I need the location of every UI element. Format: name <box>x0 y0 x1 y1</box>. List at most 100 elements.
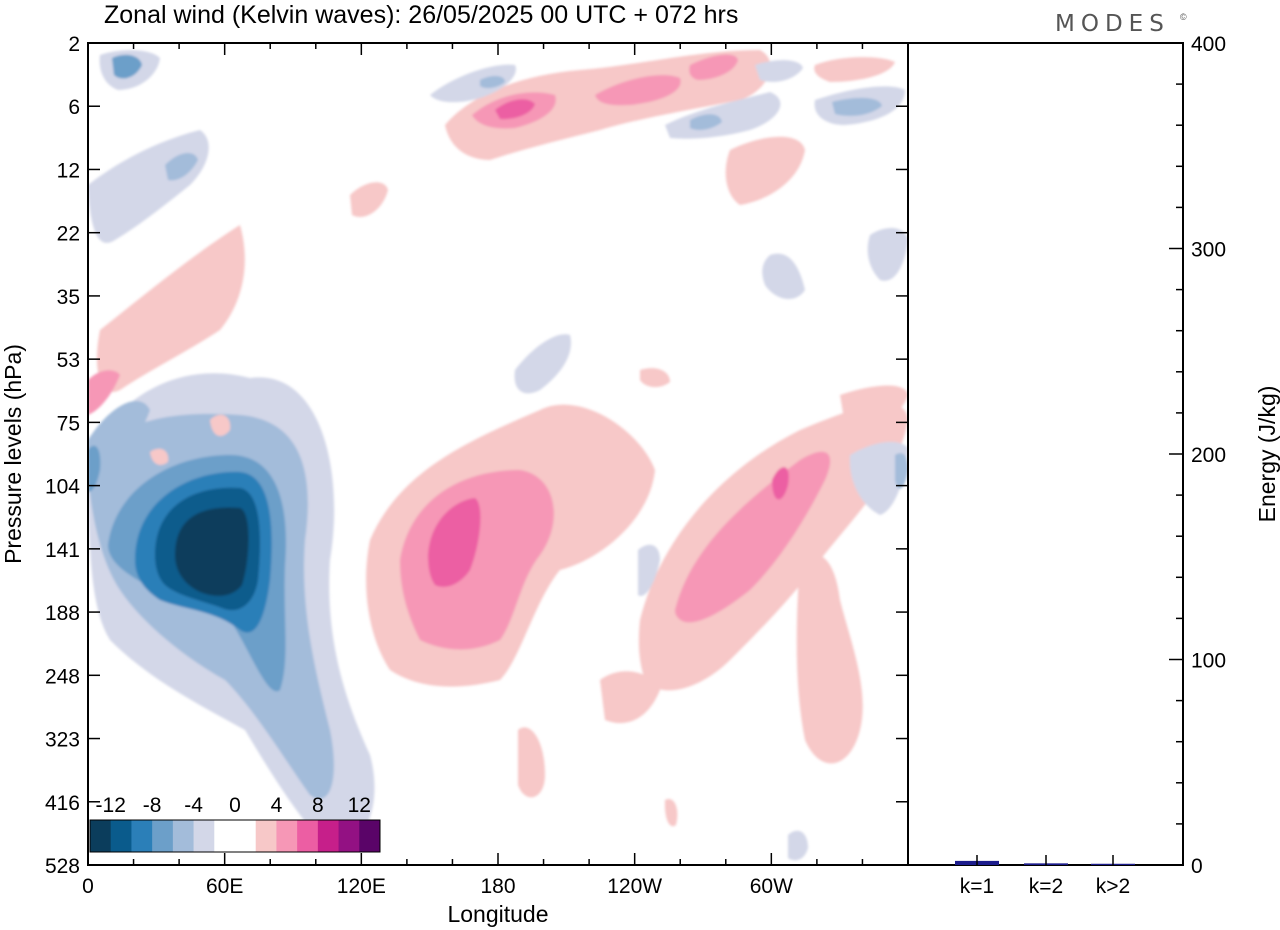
x-tick-label: 180 <box>480 875 515 898</box>
contour-neg-low-2 <box>788 830 808 861</box>
contour-pos-upper-3 <box>495 99 535 120</box>
colorbar-swatch <box>193 820 215 852</box>
colorbar-legend: -12 -8 -4 0 4 8 12 <box>89 794 381 853</box>
colorbar-swatch <box>110 820 132 852</box>
colorbar-swatch <box>338 820 360 852</box>
colorbar-frame <box>89 819 381 853</box>
contour-neg-upper-11 <box>755 60 803 82</box>
colorbar-label: -8 <box>143 794 162 817</box>
contour-neg-mid-2 <box>867 228 908 281</box>
colorbar-label: -12 <box>96 794 126 817</box>
contour-pos-mid-2 <box>640 368 670 388</box>
energy-axis: 0 100 200 300 400 <box>1169 33 1226 878</box>
contour-pos-low-1 <box>664 799 678 827</box>
colorbar-swatch <box>172 820 195 852</box>
logo-mark: © <box>1180 12 1187 22</box>
energy-tick-label: 100 <box>1191 650 1226 673</box>
y-tick-label: 248 <box>45 665 80 688</box>
contour-pos-core <box>428 498 481 587</box>
contour-neg-upper-8 <box>690 114 722 130</box>
y-tick-label: 6 <box>68 96 80 119</box>
y-tick-label: 35 <box>57 286 80 309</box>
contour-pos-8 <box>600 671 660 724</box>
contour-neg-mid-1 <box>762 253 805 300</box>
y-tick-label: 53 <box>57 349 80 372</box>
contour-neg-right-1 <box>849 441 908 515</box>
y-tick-label: 323 <box>45 729 80 752</box>
contour-pos-mid-3 <box>210 414 231 436</box>
chart-title: Zonal wind (Kelvin waves): 26/05/2025 00… <box>104 1 738 29</box>
y-tick-label: 2 <box>68 33 80 56</box>
y-tick-label: 141 <box>45 539 80 562</box>
contour-pos-mid-1 <box>350 182 388 218</box>
contour-pos-4 <box>675 451 831 623</box>
y-tick-label: 75 <box>57 412 80 435</box>
contour-pos-2 <box>400 470 554 650</box>
colorbar-swatch <box>297 820 319 852</box>
energy-panel: 0 100 200 300 400 k=1 k=2 k>2 <box>907 33 1226 898</box>
contour-neg-right-2 <box>895 453 908 489</box>
colorbar-swatch <box>235 820 257 852</box>
colorbar-label: 12 <box>348 794 371 817</box>
energy-tick-label: 200 <box>1191 444 1226 467</box>
contour-neg-edge <box>88 401 150 490</box>
contour-neg-upper-6 <box>480 76 505 89</box>
contour-neg-edge-2 <box>88 445 101 492</box>
contour-pos-left-2 <box>88 370 120 415</box>
contour-pos-6 <box>796 554 863 764</box>
contour-neg-mid-3 <box>514 334 571 394</box>
contour-pos-upper-4 <box>595 75 681 106</box>
colorbar-swatch <box>131 820 153 852</box>
contour-pos-5 <box>772 467 789 500</box>
contour-neg-upper-5 <box>430 64 516 103</box>
contour-pos-upper-7 <box>814 57 895 82</box>
energy-category-label: k=1 <box>960 875 994 898</box>
energy-tick-label: 300 <box>1191 239 1226 262</box>
x-tick-label: 120E <box>337 875 386 898</box>
y-tick-label: 104 <box>45 476 80 499</box>
contour-neg-core <box>175 507 249 596</box>
logo-text: MODES <box>1055 11 1170 37</box>
colorbar-swatch <box>359 820 381 852</box>
contour-pos-upper-6 <box>725 136 805 205</box>
contour-pos-upper-1 <box>445 50 771 160</box>
energy-tick-label: 400 <box>1191 33 1226 56</box>
contour-neg-upper-2 <box>165 153 198 181</box>
contour-pos-upper-5 <box>689 54 738 80</box>
colorbar-swatch <box>317 820 340 852</box>
y-axis: 2 6 12 22 35 53 75 104 141 188 248 323 416 528 <box>45 33 908 878</box>
x-axis-label: Longitude <box>447 901 548 927</box>
x-tick-label: 60W <box>750 875 793 898</box>
energy-tick-label: 0 <box>1191 855 1203 878</box>
y-tick-label: 416 <box>45 792 80 815</box>
x-tick-label: 0 <box>82 875 94 898</box>
colorbar-swatch <box>255 820 277 852</box>
contour-pos-left-1 <box>96 225 245 392</box>
y-tick-label: 22 <box>57 223 80 246</box>
contour-neg-upper-4 <box>112 54 142 79</box>
energy-category-label: k=2 <box>1029 875 1063 898</box>
modes-logo: MODES © <box>1055 11 1187 37</box>
colorbar-swatch <box>90 820 112 852</box>
x-tick-label: 120W <box>607 875 662 898</box>
colorbar-swatch <box>214 820 236 852</box>
colorbar-label: 0 <box>229 794 241 817</box>
y-tick-label: 188 <box>45 602 80 625</box>
contour-neg-upper-10 <box>832 97 882 116</box>
x-tick-label: 60E <box>206 875 243 898</box>
contour-pos-right-1 <box>840 385 908 427</box>
wind-heatmap <box>88 43 908 865</box>
contour-pos-7 <box>518 727 545 798</box>
energy-axis-label: Energy (J/kg) <box>1254 386 1280 523</box>
colorbar-label: -4 <box>184 794 203 817</box>
x-axis: 0 60E 120E 180 120W 60W <box>82 43 909 898</box>
colorbar-label: 4 <box>271 794 283 817</box>
colorbar-swatch <box>276 820 298 852</box>
contour-pos-mid-4 <box>150 448 169 465</box>
y-tick-label: 12 <box>57 159 80 182</box>
colorbar-label: 8 <box>312 794 324 817</box>
contour-neg-low-1 <box>638 544 660 596</box>
energy-categories: k=1 k=2 k>2 <box>960 855 1130 898</box>
energy-category-label: k>2 <box>1096 875 1130 898</box>
